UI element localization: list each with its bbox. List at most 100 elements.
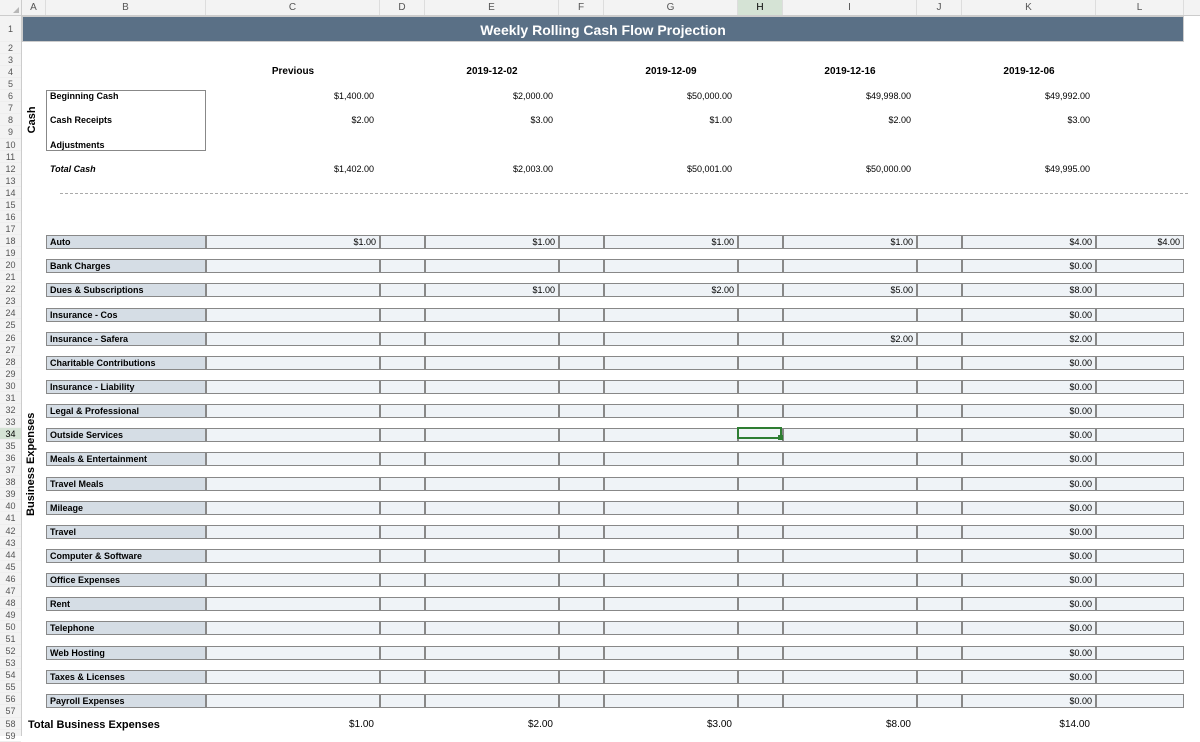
expense-gap-cell[interactable] bbox=[380, 259, 425, 273]
row-header-45[interactable]: 45 bbox=[0, 561, 21, 573]
expense-gap-cell[interactable] bbox=[380, 549, 425, 563]
expense-gap-cell[interactable] bbox=[738, 549, 783, 563]
expense-label[interactable]: Dues & Subscriptions bbox=[46, 283, 206, 297]
expense-cell[interactable]: $2.00 bbox=[962, 332, 1096, 346]
expense-gap-cell[interactable] bbox=[559, 452, 604, 466]
row-header-24[interactable]: 24 bbox=[0, 307, 21, 319]
row-header-14[interactable]: 14 bbox=[0, 187, 21, 199]
cash-value[interactable]: $2.00 bbox=[783, 115, 911, 125]
row-header-57[interactable]: 57 bbox=[0, 705, 21, 717]
expense-cell[interactable] bbox=[206, 525, 380, 539]
expense-label[interactable]: Auto bbox=[46, 235, 206, 249]
grid-area[interactable]: Weekly Rolling Cash Flow ProjectionPrevi… bbox=[22, 16, 1200, 736]
expense-cell[interactable] bbox=[206, 452, 380, 466]
row-header-42[interactable]: 42 bbox=[0, 525, 21, 537]
expense-cell[interactable] bbox=[783, 573, 917, 587]
expense-gap-cell[interactable] bbox=[380, 477, 425, 491]
row-header-35[interactable]: 35 bbox=[0, 440, 21, 452]
expense-label[interactable]: Insurance - Safera bbox=[46, 332, 206, 346]
expense-gap-cell[interactable] bbox=[380, 501, 425, 515]
row-header-43[interactable]: 43 bbox=[0, 537, 21, 549]
expense-gap-cell[interactable] bbox=[559, 235, 604, 249]
cash-value[interactable]: $2.00 bbox=[206, 115, 374, 125]
expense-cell[interactable]: $0.00 bbox=[962, 477, 1096, 491]
expense-cell-overflow[interactable] bbox=[1096, 670, 1184, 684]
row-header-10[interactable]: 10 bbox=[0, 139, 21, 151]
expense-gap-cell[interactable] bbox=[559, 549, 604, 563]
cash-value[interactable]: $49,998.00 bbox=[783, 91, 911, 101]
expense-label[interactable]: Legal & Professional bbox=[46, 404, 206, 418]
expense-cell[interactable] bbox=[425, 646, 559, 660]
expense-cell[interactable] bbox=[604, 549, 738, 563]
expense-cell[interactable] bbox=[783, 646, 917, 660]
expense-cell[interactable]: $0.00 bbox=[962, 452, 1096, 466]
expense-cell-overflow[interactable] bbox=[1096, 597, 1184, 611]
expense-gap-cell[interactable] bbox=[738, 332, 783, 346]
row-header-51[interactable]: 51 bbox=[0, 633, 21, 645]
expense-gap-cell[interactable] bbox=[917, 477, 962, 491]
cash-value[interactable]: $3.00 bbox=[425, 115, 553, 125]
expense-cell[interactable]: $4.00 bbox=[962, 235, 1096, 249]
expense-cell[interactable] bbox=[425, 332, 559, 346]
expense-gap-cell[interactable] bbox=[380, 380, 425, 394]
expense-cell[interactable] bbox=[783, 356, 917, 370]
expense-cell[interactable] bbox=[604, 525, 738, 539]
expense-cell[interactable] bbox=[206, 694, 380, 708]
row-header-48[interactable]: 48 bbox=[0, 597, 21, 609]
row-header-58[interactable]: 58 bbox=[0, 718, 21, 730]
row-header-28[interactable]: 28 bbox=[0, 356, 21, 368]
cash-value[interactable]: $49,992.00 bbox=[962, 91, 1090, 101]
expense-cell-overflow[interactable] bbox=[1096, 452, 1184, 466]
expense-cell[interactable] bbox=[425, 597, 559, 611]
expense-cell[interactable] bbox=[425, 549, 559, 563]
expense-gap-cell[interactable] bbox=[917, 573, 962, 587]
expense-label[interactable]: Meals & Entertainment bbox=[46, 452, 206, 466]
expense-cell[interactable] bbox=[783, 452, 917, 466]
row-header-30[interactable]: 30 bbox=[0, 380, 21, 392]
expense-gap-cell[interactable] bbox=[738, 646, 783, 660]
row-header-25[interactable]: 25 bbox=[0, 319, 21, 331]
expense-cell[interactable] bbox=[425, 308, 559, 322]
expense-gap-cell[interactable] bbox=[559, 404, 604, 418]
expense-gap-cell[interactable] bbox=[559, 308, 604, 322]
expense-cell[interactable] bbox=[425, 670, 559, 684]
expense-cell[interactable]: $0.00 bbox=[962, 259, 1096, 273]
expense-gap-cell[interactable] bbox=[738, 308, 783, 322]
col-header-F[interactable]: F bbox=[559, 0, 604, 15]
expense-gap-cell[interactable] bbox=[738, 670, 783, 684]
expense-cell[interactable] bbox=[206, 380, 380, 394]
expense-gap-cell[interactable] bbox=[559, 573, 604, 587]
expense-cell[interactable] bbox=[604, 646, 738, 660]
expense-cell[interactable] bbox=[604, 597, 738, 611]
expense-gap-cell[interactable] bbox=[380, 428, 425, 442]
row-header-38[interactable]: 38 bbox=[0, 476, 21, 488]
expense-cell[interactable] bbox=[604, 332, 738, 346]
expense-label[interactable]: Payroll Expenses bbox=[46, 694, 206, 708]
expense-gap-cell[interactable] bbox=[559, 259, 604, 273]
expense-gap-cell[interactable] bbox=[380, 404, 425, 418]
expense-gap-cell[interactable] bbox=[738, 573, 783, 587]
expense-cell[interactable] bbox=[206, 597, 380, 611]
row-header-46[interactable]: 46 bbox=[0, 573, 21, 585]
expense-cell[interactable] bbox=[425, 259, 559, 273]
expense-gap-cell[interactable] bbox=[380, 283, 425, 297]
expense-cell[interactable]: $1.00 bbox=[206, 235, 380, 249]
expense-gap-cell[interactable] bbox=[738, 235, 783, 249]
expense-gap-cell[interactable] bbox=[917, 235, 962, 249]
expense-cell[interactable] bbox=[425, 694, 559, 708]
cash-value[interactable]: $2,000.00 bbox=[425, 91, 553, 101]
expense-cell[interactable]: $0.00 bbox=[962, 501, 1096, 515]
expense-cell[interactable] bbox=[206, 501, 380, 515]
expense-cell[interactable] bbox=[783, 428, 917, 442]
expense-gap-cell[interactable] bbox=[917, 621, 962, 635]
row-header-33[interactable]: 33 bbox=[0, 416, 21, 428]
expense-cell[interactable] bbox=[783, 308, 917, 322]
expense-gap-cell[interactable] bbox=[559, 646, 604, 660]
expense-label[interactable]: Travel Meals bbox=[46, 477, 206, 491]
expense-cell[interactable]: $0.00 bbox=[962, 404, 1096, 418]
row-header-22[interactable]: 22 bbox=[0, 283, 21, 295]
row-header-19[interactable]: 19 bbox=[0, 247, 21, 259]
expense-cell[interactable] bbox=[425, 380, 559, 394]
col-header-J[interactable]: J bbox=[917, 0, 962, 15]
row-header-54[interactable]: 54 bbox=[0, 669, 21, 681]
